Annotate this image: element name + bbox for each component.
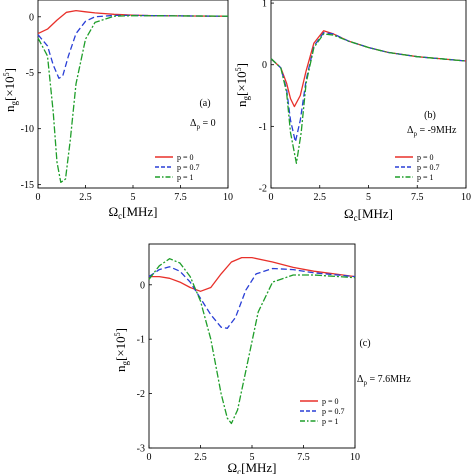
panel-label: (c) [359,338,370,349]
x-tick-label: 10 [223,192,233,203]
legend-label: p = 0.7 [322,407,345,416]
plot-frame [37,0,229,189]
x-tick-label: 2.5 [194,452,207,463]
y-tick-label: -2 [259,184,267,195]
legend-label: p = 1 [177,173,194,182]
series-line [149,256,356,292]
y-tick-label: -5 [26,68,34,79]
y-tick-label: -1 [137,335,145,346]
y-axis-label: ng[×105] [113,328,130,372]
x-tick-label: 10 [461,192,471,203]
x-tick-label: 5 [131,192,136,203]
x-axis-label: Ωc[MHz] [344,206,393,223]
legend-label: p = 1 [322,417,339,426]
panel-label: (a) [199,98,210,109]
x-tick-label: 10 [350,452,360,463]
x-tick-label: 0 [147,452,152,463]
y-axis-label: ng[×105] [2,68,19,112]
series-line [270,30,467,108]
x-tick-label: 0 [269,192,274,203]
legend-label: p = 0 [417,153,434,162]
x-tick-label: 2.5 [314,192,327,203]
x-tick-label: 2.5 [79,192,92,203]
y-tick-label: 0 [140,280,145,291]
detuning-annotation: Δp = -9MHz [407,125,457,138]
y-tick-label: -3 [137,444,145,455]
detuning-annotation: Δp = 7.6MHz [357,374,411,387]
series-line [148,258,356,425]
detuning-annotation: Δp = 0 [190,118,216,131]
legend-label: p = 0 [177,153,194,162]
y-tick-label: 0 [29,12,34,23]
x-axis-label: Ωc[MHz] [108,204,157,221]
y-tick-label: -15 [21,180,34,191]
y-tick-label: 1 [262,0,267,10]
y-tick-label: 0 [262,60,267,71]
x-tick-label: 7.5 [411,192,424,203]
legend-label: p = 1 [417,173,434,182]
x-axis-label: Ωc[MHz] [227,460,276,474]
panel-label: (b) [424,110,436,121]
series-line [37,9,229,35]
series-line [37,15,229,184]
series-line [148,266,356,329]
x-tick-label: 5 [250,452,255,463]
x-tick-label: 0 [36,192,41,203]
y-tick-label: -1 [259,122,267,133]
x-tick-label: 5 [366,192,371,203]
y-axis-label: ng[×105] [234,63,251,107]
y-tick-label: -2 [137,389,145,400]
series-line [270,33,467,164]
series-line [37,14,229,79]
legend-label: p = 0.7 [417,163,440,172]
x-tick-label: 7.5 [297,452,310,463]
y-tick-label: -10 [21,124,34,135]
legend-label: p = 0 [322,397,339,406]
x-tick-label: 7.5 [174,192,187,203]
legend-label: p = 0.7 [177,163,200,172]
